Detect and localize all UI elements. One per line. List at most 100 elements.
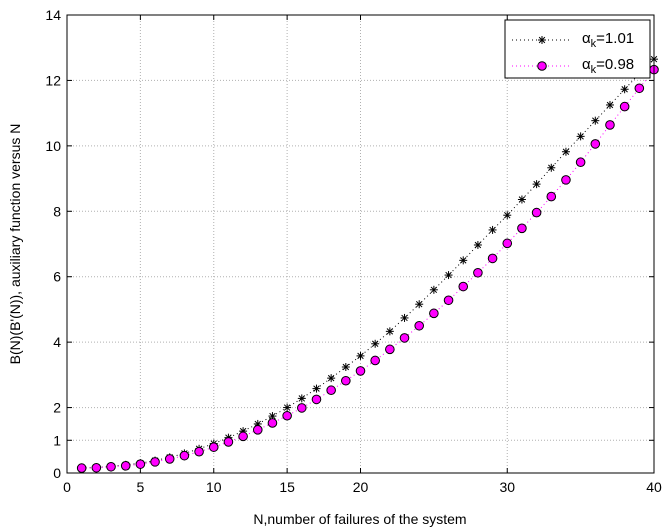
legend: αk=1.01 αk=0.98: [504, 19, 651, 79]
data-point: [575, 157, 586, 168]
legend-box: [504, 19, 651, 79]
data-point: [208, 442, 219, 452]
data-point: [120, 461, 131, 471]
y-tick-label: 2: [53, 400, 61, 416]
data-point: [605, 120, 615, 130]
data-point: [473, 267, 483, 278]
data-point: [164, 454, 175, 464]
data-point: [473, 240, 482, 249]
data-point: [150, 457, 160, 467]
data-point: [532, 180, 541, 189]
data-point: [311, 394, 322, 405]
data-point: [429, 308, 439, 319]
data-point: [546, 191, 557, 202]
legend-1-value: =1.01: [596, 30, 634, 47]
data-point: [76, 463, 87, 473]
legend-1-base: α: [582, 30, 591, 47]
data-point: [414, 320, 425, 331]
data-point: [459, 256, 468, 265]
legend-marker-asterisk: [538, 36, 546, 44]
data-point: [399, 333, 410, 343]
data-point: [327, 374, 336, 383]
x-tick-label: 30: [499, 479, 515, 495]
data-point: [561, 175, 571, 185]
data-point: [531, 207, 542, 218]
data-point: [385, 344, 395, 355]
data-point: [355, 366, 366, 376]
series-1-line: [81, 58, 655, 469]
data-point: [238, 431, 248, 442]
data-point: [91, 462, 102, 473]
legend-2-base: α: [582, 56, 591, 73]
data-point: [517, 223, 527, 234]
data-point: [341, 363, 350, 372]
y-tick-label: 1: [53, 432, 61, 448]
data-point: [487, 253, 498, 264]
y-tick-label: 0: [53, 465, 61, 481]
legend-label-1: αk=1.01: [582, 30, 634, 50]
data-point: [356, 351, 365, 360]
x-tick-label: 15: [279, 479, 295, 495]
legend-1-sub: k: [591, 38, 597, 50]
data-point: [429, 285, 438, 294]
data-point: [620, 85, 629, 94]
data-point: [488, 225, 497, 234]
y-tick-label: 12: [45, 72, 61, 88]
data-point: [135, 459, 146, 469]
series-2-line: [81, 69, 655, 469]
series-2: [76, 64, 659, 473]
data-point: [400, 313, 409, 322]
series-layer: [76, 55, 659, 473]
data-point: [283, 403, 292, 412]
y-tick-label: 10: [45, 138, 61, 154]
x-tick-label: 0: [63, 479, 71, 495]
data-point: [547, 163, 556, 172]
data-point: [503, 211, 512, 220]
legend-marker-circle: [537, 61, 547, 71]
data-point: [312, 384, 321, 393]
data-point: [106, 461, 116, 472]
data-point: [576, 132, 585, 141]
y-tick-label: 4: [53, 334, 61, 350]
data-point: [297, 403, 307, 413]
data-point: [179, 450, 190, 461]
data-point: [444, 271, 453, 280]
data-point: [194, 446, 204, 457]
data-point: [561, 147, 570, 156]
data-point: [385, 327, 394, 336]
legend-label-2: αk=0.98: [582, 56, 634, 76]
data-point: [267, 418, 278, 428]
legend-marker-2: [537, 61, 547, 71]
data-point: [634, 83, 645, 94]
data-point: [443, 295, 454, 306]
grid: [67, 15, 654, 473]
data-point: [502, 238, 513, 249]
legend-2-sub: k: [591, 64, 597, 76]
data-point: [371, 339, 380, 348]
data-point: [297, 394, 306, 403]
y-axis-label: B(N)(B'(N)), auxiliary function versus N: [7, 124, 23, 365]
x-tick-label: 40: [646, 479, 662, 495]
data-point: [605, 100, 614, 109]
y-tick-label: 6: [53, 269, 61, 285]
legend-2-value: =0.98: [596, 56, 634, 73]
data-point: [458, 281, 469, 292]
y-tick-label: 8: [53, 203, 61, 219]
data-point: [590, 139, 601, 149]
legend-marker-1: [538, 36, 546, 44]
x-tick-label: 20: [353, 479, 369, 495]
x-tick-label: 5: [136, 479, 144, 495]
y-tick-label: 14: [45, 7, 61, 23]
data-point: [517, 195, 526, 204]
x-axis-label: N,number of failures of the system: [253, 511, 466, 527]
data-point: [252, 425, 263, 435]
data-point: [619, 101, 630, 112]
data-point: [341, 375, 351, 386]
data-point: [326, 385, 336, 396]
data-point: [591, 116, 600, 125]
data-point: [282, 410, 292, 421]
x-tick-label: 10: [206, 479, 222, 495]
data-point: [223, 437, 234, 447]
